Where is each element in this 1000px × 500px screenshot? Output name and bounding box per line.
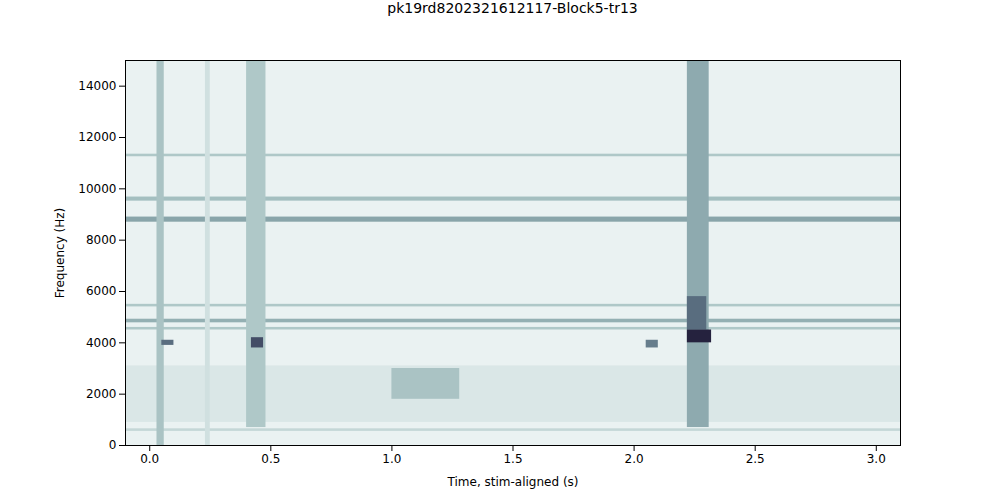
svg-text:0.0: 0.0 xyxy=(140,452,159,466)
svg-text:14000: 14000 xyxy=(78,79,116,93)
svg-text:12000: 12000 xyxy=(78,130,116,144)
svg-text:3.0: 3.0 xyxy=(867,452,886,466)
svg-text:1.0: 1.0 xyxy=(382,452,401,466)
svg-text:8000: 8000 xyxy=(86,233,117,247)
svg-text:4000: 4000 xyxy=(86,336,117,350)
svg-text:Time, stim-aligned (s): Time, stim-aligned (s) xyxy=(447,475,579,489)
svg-text:2.5: 2.5 xyxy=(746,452,765,466)
svg-text:Frequency (Hz): Frequency (Hz) xyxy=(53,208,67,299)
svg-text:0.5: 0.5 xyxy=(261,452,280,466)
html-text:pk19rd8202321612117-Block5-tr1: pk19rd8202321612117-Block5-tr13 xyxy=(387,0,638,16)
svg-text:2.0: 2.0 xyxy=(625,452,644,466)
svg-text:6000: 6000 xyxy=(86,284,117,298)
svg-text:0: 0 xyxy=(109,438,117,452)
svg-text:2000: 2000 xyxy=(86,387,117,401)
svg-text:10000: 10000 xyxy=(78,182,116,196)
svg-text:1.5: 1.5 xyxy=(503,452,522,466)
